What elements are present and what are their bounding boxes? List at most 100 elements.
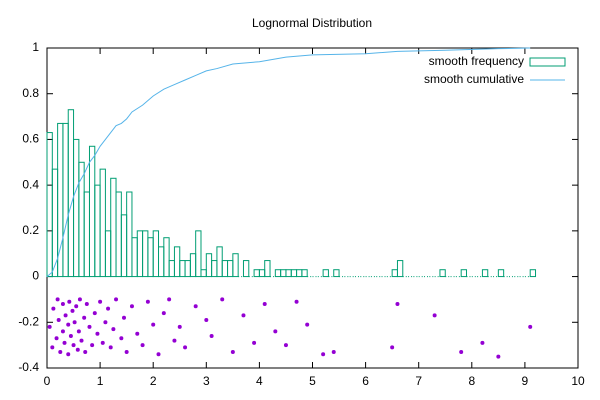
scatter-point — [75, 347, 80, 352]
scatter-point — [283, 343, 288, 348]
scatter-point — [124, 350, 129, 354]
y-tick-label: 0.6 — [22, 132, 39, 146]
y-tick-label: -0.2 — [18, 314, 39, 328]
x-tick-label: 4 — [256, 374, 263, 388]
legend-label: smooth frequency — [429, 54, 524, 68]
histogram-bin — [88, 145, 96, 278]
scatter-point — [92, 311, 97, 316]
scatter-point — [432, 313, 437, 318]
histogram-bin — [301, 269, 308, 278]
histogram-bin — [173, 246, 181, 278]
scatter-point — [209, 334, 214, 338]
x-tick-label: 10 — [571, 374, 585, 388]
histogram-bin — [274, 269, 282, 278]
histogram-bin — [258, 269, 266, 278]
histogram-bin — [460, 269, 467, 278]
scatter-point — [56, 318, 61, 322]
scatter-point — [395, 302, 400, 306]
legend-swatch — [529, 57, 566, 67]
histogram-bin — [280, 269, 287, 278]
scatter-point — [321, 352, 326, 357]
histogram-bin — [110, 177, 117, 278]
x-tick-label: 3 — [203, 374, 210, 388]
scatter-point — [111, 327, 116, 332]
scatter-point — [72, 320, 77, 325]
scatter-point — [480, 340, 485, 345]
scatter-point — [79, 338, 84, 343]
y-tick-label: 0.8 — [22, 86, 39, 100]
scatter-point — [67, 299, 72, 304]
scatter-point — [84, 302, 89, 306]
scatter-point — [177, 324, 182, 329]
y-tick-label: 0.4 — [22, 177, 39, 191]
y-tick-label: 0 — [32, 269, 39, 283]
scatter-point — [87, 324, 92, 329]
scatter-point — [71, 343, 76, 348]
scatter-point — [241, 313, 246, 318]
scatter-point — [193, 304, 198, 309]
legend-label: smooth cumulative — [424, 72, 524, 86]
histogram-bin — [481, 269, 489, 278]
x-tick-label: 2 — [150, 374, 157, 388]
scatter-point — [98, 299, 103, 304]
histogram-bin — [253, 269, 260, 278]
histogram-bin — [216, 246, 223, 278]
scatter-point — [390, 345, 395, 350]
histogram-bin — [296, 269, 303, 278]
histogram-bin — [120, 214, 128, 278]
scatter-point — [135, 331, 140, 336]
histogram-bin — [78, 161, 85, 278]
scatter-point — [60, 302, 65, 306]
scatter-point — [331, 350, 336, 354]
x-tick-label: 6 — [362, 374, 369, 388]
x-tick-label: 8 — [468, 374, 475, 388]
scatter-point — [167, 297, 172, 302]
histogram-bin — [290, 269, 298, 278]
scatter-point — [100, 340, 105, 345]
scatter-point — [528, 324, 533, 329]
scatter-point — [54, 336, 59, 341]
histogram-bin — [142, 230, 149, 278]
scatter-point — [151, 322, 156, 327]
scatter-point — [262, 302, 267, 306]
scatter-point — [103, 320, 108, 325]
histogram-bin — [232, 253, 239, 278]
histogram-bin — [264, 260, 271, 278]
histogram-bin — [439, 269, 446, 278]
scatter-point — [60, 329, 65, 334]
scatter-point — [70, 308, 75, 313]
histogram-bin — [83, 191, 90, 278]
histogram-bin — [195, 230, 202, 278]
histogram-bin — [322, 269, 329, 278]
histogram-bin — [227, 260, 234, 278]
scatter-point — [83, 350, 88, 354]
histogram-bin — [163, 237, 170, 278]
scatter-point — [183, 345, 188, 350]
scatter-point — [230, 350, 235, 354]
scatter-point — [129, 304, 134, 309]
histogram-bin — [179, 260, 186, 278]
scatter-point — [108, 345, 113, 350]
histogram-bin — [126, 191, 133, 278]
scatter-point — [114, 297, 119, 302]
histogram-bin — [131, 237, 138, 278]
x-tick-label: 0 — [44, 374, 51, 388]
scatter-point — [106, 306, 111, 311]
scatter-point — [119, 336, 124, 341]
histogram-bin — [200, 269, 207, 278]
x-tick-label: 9 — [522, 374, 529, 388]
histogram-bin — [333, 269, 340, 278]
histogram-bin — [211, 260, 218, 278]
scatter-point — [172, 338, 177, 343]
histogram-bin — [168, 260, 175, 278]
scatter-point — [63, 313, 68, 318]
histogram-bin — [205, 253, 213, 278]
y-tick-label: 1 — [32, 40, 39, 54]
scatter-point — [55, 297, 60, 302]
x-tick-label: 5 — [309, 374, 316, 388]
histogram-bin — [529, 269, 537, 278]
histogram-bin — [242, 260, 250, 278]
cumulative-line — [46, 47, 531, 277]
scatter-point — [51, 306, 56, 311]
